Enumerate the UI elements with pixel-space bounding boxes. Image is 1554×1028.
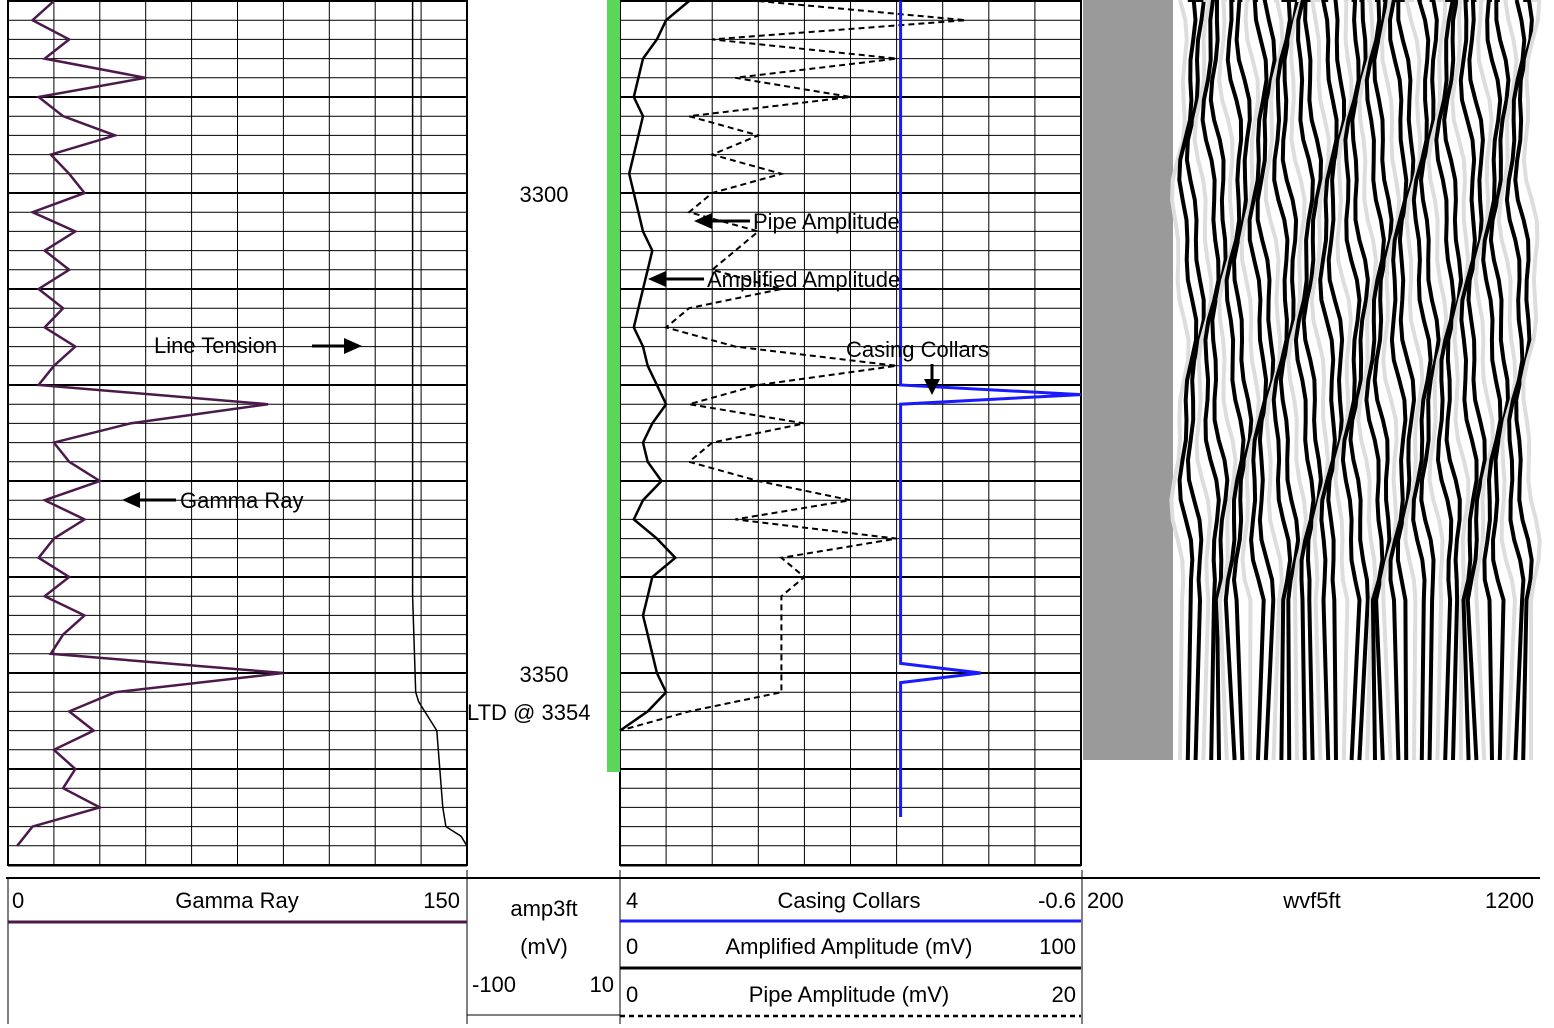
pipe-amplitude-min: 0 [626, 982, 638, 1007]
wvf5ft-trace [1278, 0, 1301, 761]
wvf5ft-trace [1184, 0, 1206, 761]
casing-collars-min: 4 [626, 888, 638, 913]
pipe-amplitude-max: 20 [1052, 982, 1076, 1007]
wvf5ft-trace [1450, 0, 1471, 761]
gamma-ray-label: Gamma Ray [180, 488, 303, 513]
wvf5ft-trace [1293, 0, 1316, 761]
wvf5ft-trace [1481, 0, 1503, 761]
amp3ft-unit: (mV) [520, 934, 568, 959]
wvf5ft-trace [1247, 0, 1269, 761]
wvf5ft-trace [1356, 0, 1379, 761]
wvf5ft-trace [1496, 0, 1519, 761]
wvf5ft-trace [1309, 0, 1331, 761]
arrow-left-icon [122, 492, 140, 508]
track-header: 0 Gamma Ray 150 amp3ft (mV) -100 10 4 Ca… [6, 870, 1540, 1024]
wvf5ft-trace [1318, 0, 1339, 761]
casing-collars-title: Casing Collars [777, 888, 920, 913]
wvf5ft-trace [1380, 0, 1402, 761]
gamma-ray-title: Gamma Ray [175, 888, 298, 913]
wvf5ft-background [1083, 0, 1173, 760]
wvf5ft-trace [1231, 0, 1254, 761]
wvf5ft-trace [1333, 0, 1354, 761]
wvf5ft-trace [1434, 0, 1456, 761]
gamma-ray-annotation: Gamma Ray [122, 488, 303, 513]
track-grid [7, 0, 1082, 867]
wvf5ft-trace [1192, 0, 1214, 761]
wvf5ft-trace [1418, 0, 1441, 761]
wvf5ft-trace [1239, 0, 1261, 761]
wvf5ft-trace [1271, 0, 1293, 761]
line-tension-label: Line Tension [154, 333, 277, 358]
amplified-amplitude-max: 100 [1039, 934, 1076, 959]
depth-label-3300: 3300 [520, 182, 569, 207]
wvf5ft-trace [1263, 0, 1285, 761]
casing-collars-curve [899, 1, 1082, 817]
gamma-ray-min: 0 [12, 888, 24, 913]
pipe-amplitude-label: Pipe Amplitude [753, 209, 900, 234]
wvf5ft-max: 1200 [1485, 888, 1534, 913]
arrow-right-icon [344, 338, 362, 354]
line-tension-annotation: Line Tension [154, 333, 362, 358]
wvf5ft-trace [1223, 0, 1246, 761]
wvf5ft-trace [1473, 0, 1495, 761]
wvf5ft-trace [1521, 0, 1542, 760]
gamma-ray-max: 150 [423, 888, 460, 913]
wvf5ft-trace [1465, 0, 1487, 761]
wvf5ft-trace [1458, 0, 1479, 761]
wvf5ft-trace [1387, 0, 1409, 761]
amplified-amplitude-annotation: Amplified Amplitude [648, 267, 900, 292]
amp3ft-fill [607, 0, 620, 772]
wvf5ft-trace [1403, 0, 1425, 761]
amplified-amplitude-title: Amplified Amplitude (mV) [726, 934, 973, 959]
arrow-left-icon [648, 271, 666, 287]
ltd-annotation: LTD @ 3354 [467, 700, 590, 725]
line-tension-curve [411, 1, 468, 847]
amp3ft-max: 10 [590, 972, 614, 997]
casing-collars-annotation: Casing Collars [846, 337, 989, 395]
wvf5ft-trace [1301, 0, 1324, 761]
casing-collars-max: -0.6 [1038, 888, 1076, 913]
wvf5ft-min: 200 [1087, 888, 1124, 913]
wvf5ft-waveform-image [1083, 0, 1542, 761]
arrow-down-icon [924, 379, 940, 395]
amp3ft-min: -100 [472, 972, 516, 997]
wvf5ft-trace [1364, 0, 1386, 761]
casing-collars-label: Casing Collars [846, 337, 989, 362]
wvf5ft-trace [1513, 0, 1534, 761]
wvf5ft-trace [1372, 0, 1394, 761]
pipe-amplitude-annotation: Pipe Amplitude [694, 209, 900, 234]
wvf5ft-trace [1348, 0, 1370, 761]
wvf5ft-trace [1488, 0, 1511, 761]
gamma-ray-curve [16, 0, 284, 847]
amplified-amplitude-curve [619, 0, 690, 732]
amplified-amplitude-min: 0 [626, 934, 638, 959]
amplified-amplitude-label: Amplified Amplitude [707, 267, 900, 292]
pipe-amplitude-curve [619, 0, 966, 732]
pipe-amplitude-title: Pipe Amplitude (mV) [749, 982, 950, 1007]
wvf5ft-trace [1208, 0, 1230, 761]
wvf5ft-trace [1326, 0, 1346, 761]
wvf5ft-trace [1286, 0, 1308, 761]
wvf5ft-trace [1504, 0, 1527, 761]
wvf5ft-title: wvf5ft [1282, 888, 1340, 913]
wvf5ft-trace [1340, 0, 1362, 761]
wvf5ft-trace [1217, 0, 1238, 761]
wvf5ft-trace [1255, 0, 1277, 761]
arrow-left-icon [694, 213, 712, 229]
amp3ft-title: amp3ft [510, 896, 577, 921]
wvf5ft-trace [1426, 0, 1449, 761]
wvf5ft-trace [1169, 0, 1191, 761]
log-curves [16, 0, 1082, 847]
wvf5ft-trace [1395, 0, 1417, 761]
wvf5ft-trace [1177, 0, 1199, 761]
wvf5ft-trace [1411, 0, 1433, 761]
depth-label-3350: 3350 [520, 662, 569, 687]
